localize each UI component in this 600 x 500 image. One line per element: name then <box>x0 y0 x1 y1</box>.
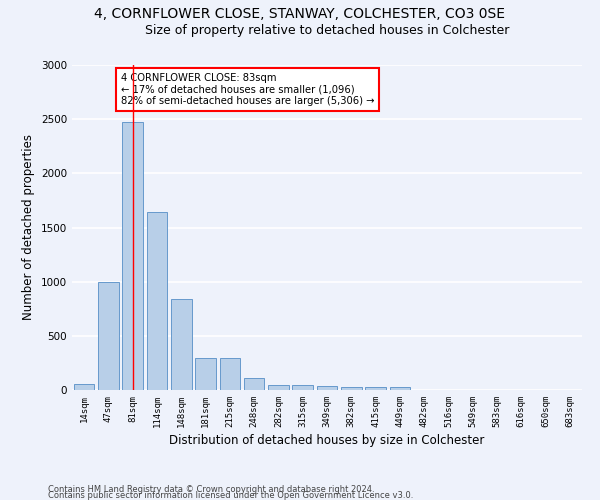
Bar <box>292 385 313 390</box>
Bar <box>220 358 240 390</box>
Bar <box>98 282 119 390</box>
Bar <box>268 384 289 390</box>
Y-axis label: Number of detached properties: Number of detached properties <box>22 134 35 320</box>
Title: Size of property relative to detached houses in Colchester: Size of property relative to detached ho… <box>145 24 509 38</box>
Bar <box>365 387 386 390</box>
Text: 4, CORNFLOWER CLOSE, STANWAY, COLCHESTER, CO3 0SE: 4, CORNFLOWER CLOSE, STANWAY, COLCHESTER… <box>95 8 505 22</box>
Text: Contains public sector information licensed under the Open Government Licence v3: Contains public sector information licen… <box>48 491 413 500</box>
Bar <box>341 388 362 390</box>
Bar <box>74 384 94 390</box>
Bar <box>195 358 216 390</box>
Bar <box>171 299 191 390</box>
Bar <box>389 388 410 390</box>
Bar <box>146 212 167 390</box>
Bar <box>317 386 337 390</box>
Text: Contains HM Land Registry data © Crown copyright and database right 2024.: Contains HM Land Registry data © Crown c… <box>48 485 374 494</box>
Bar <box>244 378 265 390</box>
X-axis label: Distribution of detached houses by size in Colchester: Distribution of detached houses by size … <box>169 434 485 447</box>
Text: 4 CORNFLOWER CLOSE: 83sqm
← 17% of detached houses are smaller (1,096)
82% of se: 4 CORNFLOWER CLOSE: 83sqm ← 17% of detac… <box>121 72 374 106</box>
Bar <box>122 122 143 390</box>
